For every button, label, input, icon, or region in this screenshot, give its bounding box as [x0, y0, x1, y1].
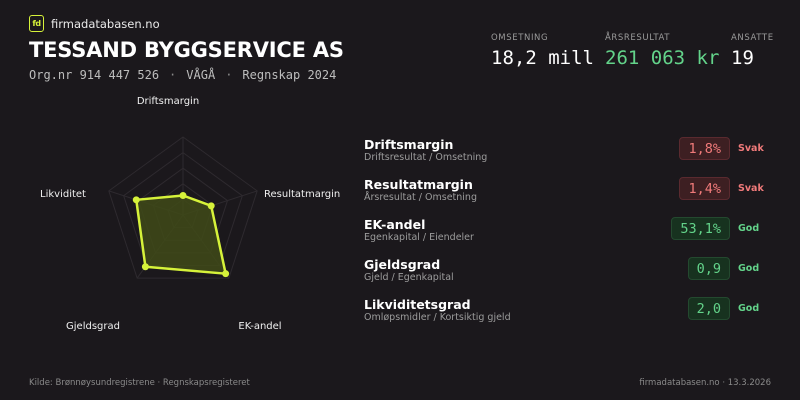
metric-name: Likviditetsgrad — [364, 297, 471, 312]
metric-row: Likviditetsgrad Omløpsmidler / Kortsikti… — [364, 293, 774, 333]
radar-point — [179, 192, 187, 199]
kpi-label: OMSETNING — [491, 33, 549, 43]
kpi-value: 19 — [731, 47, 754, 69]
metric-rating: God — [738, 223, 760, 234]
metric-value: 53,1% — [671, 217, 730, 240]
metric-name: EK-andel — [364, 217, 426, 232]
metric-rating: God — [738, 303, 760, 314]
metric-rating: Svak — [738, 183, 764, 194]
radar-point — [141, 263, 149, 271]
radar-axis-label: Likviditet — [40, 189, 86, 200]
brand[interactable]: fd firmadatabasen.no — [29, 15, 160, 32]
kpi-label: ÅRSRESULTAT — [605, 33, 671, 43]
footer-source: Kilde: Brønnøysundregistrene · Regnskaps… — [29, 378, 250, 388]
metric-name: Gjeldsgrad — [364, 257, 441, 272]
kpi-revenue: OMSETNING 18,2 mill — [491, 33, 594, 69]
metric-rating: Svak — [738, 143, 764, 154]
accounting-year: Regnskap 2024 — [242, 68, 337, 82]
kpi-value: 18,2 mill — [491, 47, 594, 69]
kpi-value: 261 063 kr — [605, 47, 720, 69]
metrics-list: Driftsmargin Driftsresultat / Omsetning … — [364, 133, 774, 333]
company-place: VÅGÅ — [186, 68, 216, 82]
kpi-result: ÅRSRESULTAT 261 063 kr — [605, 33, 719, 69]
separator: · — [169, 68, 177, 82]
metric-desc: Gjeld / Egenkapital — [364, 272, 454, 283]
metric-row: Resultatmargin Årsresultat / Omsetning 1… — [364, 173, 774, 213]
metric-row: EK-andel Egenkapital / Eiendeler 53,1% G… — [364, 213, 774, 253]
radar-point — [207, 202, 215, 210]
radar-axis-label: Driftsmargin — [137, 96, 199, 107]
brand-name[interactable]: firmadatabasen.no — [51, 16, 160, 31]
metric-desc: Egenkapital / Eiendeler — [364, 232, 474, 243]
logo-icon: fd — [29, 15, 44, 32]
metric-value: 0,9 — [687, 257, 730, 280]
radar-shape — [135, 194, 227, 275]
radar-axis-label: Gjeldsgrad — [66, 321, 120, 332]
radar-point — [132, 196, 140, 204]
metric-desc: Årsresultat / Omsetning — [364, 192, 477, 203]
radar-axis-label: Resultatmargin — [264, 189, 340, 200]
metric-value: 1,8% — [679, 137, 730, 160]
radar-point — [222, 270, 230, 278]
metric-row: Driftsmargin Driftsresultat / Omsetning … — [364, 133, 774, 173]
metric-desc: Omløpsmidler / Kortsiktig gjeld — [364, 312, 511, 323]
metric-name: Driftsmargin — [364, 137, 454, 152]
radar-points — [132, 192, 230, 278]
radar-chart: Driftsmargin Resultatmargin EK-andel Gjelds… — [40, 96, 340, 332]
metric-rating: God — [738, 263, 760, 274]
radar-grid-ring — [108, 136, 258, 279]
radar-labels: Driftsmargin Resultatmargin EK-andel Gjelds… — [40, 96, 340, 332]
kpi-label: ANSATTE — [731, 33, 774, 43]
footer-site-date: firmadatabasen.no · 13.3.2026 — [639, 378, 771, 388]
metric-value: 2,0 — [687, 297, 730, 320]
separator: · — [225, 68, 233, 82]
metric-desc: Driftsresultat / Omsetning — [364, 152, 488, 163]
radar-axis-label: EK-andel — [238, 321, 281, 332]
company-name: TESSAND BYGGSERVICE AS — [29, 38, 344, 62]
metric-value: 1,4% — [679, 177, 730, 200]
metric-row: Gjeldsgrad Gjeld / Egenkapital 0,9 God — [364, 253, 774, 293]
metric-name: Resultatmargin — [364, 177, 473, 192]
company-subline: Org.nr 914 447 526 · VÅGÅ · Regnskap 202… — [29, 68, 336, 82]
kpi-employees: ANSATTE 19 — [731, 33, 774, 69]
org-number: Org.nr 914 447 526 — [29, 68, 160, 82]
